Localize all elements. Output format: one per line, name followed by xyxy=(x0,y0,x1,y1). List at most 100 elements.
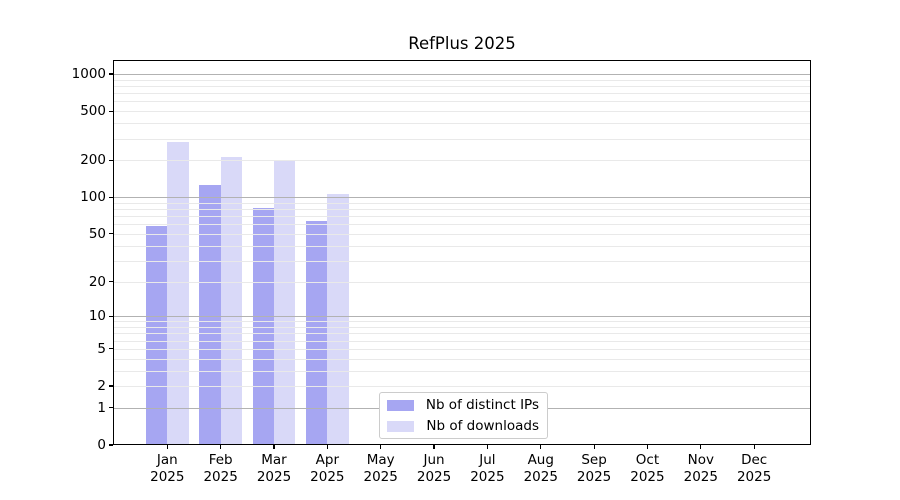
axes-spine xyxy=(113,60,811,445)
gridline-minor xyxy=(113,321,811,323)
x-tick-mark xyxy=(380,445,382,449)
legend-item-distinct-ips: Nb of distinct IPs xyxy=(387,396,539,414)
x-tick-label-year: 2025 xyxy=(523,469,558,485)
x-tick-label: May 2025 xyxy=(349,452,413,486)
x-tick-label-year: 2025 xyxy=(576,469,612,485)
gridline-minor xyxy=(113,370,811,372)
gridline-minor xyxy=(113,281,811,283)
x-tick-label: Sep 2025 xyxy=(562,452,626,486)
bar-nb-of-distinct-ips-jan xyxy=(146,226,168,445)
x-tick-mark xyxy=(753,445,755,449)
y-tick-mark xyxy=(109,280,113,283)
y-tick-mark xyxy=(109,315,113,317)
gridline-minor xyxy=(113,245,811,247)
y-tick-label: 100 xyxy=(80,189,106,206)
gridline-minor xyxy=(113,160,811,162)
gridline-minor xyxy=(113,348,811,350)
bar-nb-of-distinct-ips-apr xyxy=(306,220,328,445)
y-tick-label: 2 xyxy=(97,378,106,395)
legend-swatch-distinct-ips xyxy=(387,399,414,411)
x-tick-label: Nov 2025 xyxy=(669,452,733,486)
gridline-minor xyxy=(113,101,811,103)
bar-nb-of-distinct-ips-mar xyxy=(252,207,274,445)
legend-label-downloads: Nb of downloads xyxy=(426,418,539,434)
gridline-minor xyxy=(113,233,811,235)
gridline-minor xyxy=(113,224,811,226)
gridline-minor xyxy=(113,79,811,81)
x-tick-label-year: 2025 xyxy=(363,469,398,485)
y-tick-mark xyxy=(109,159,113,161)
x-tick-mark xyxy=(646,445,649,449)
gridline-minor xyxy=(113,260,811,262)
bar-nb-of-distinct-ips-feb xyxy=(199,185,221,445)
y-tick-label: 0 xyxy=(97,437,106,453)
x-tick-label: Jan 2025 xyxy=(135,452,199,486)
x-tick-label-year: 2025 xyxy=(630,469,665,485)
gridline-minor xyxy=(113,86,811,88)
legend-label-distinct-ips: Nb of distinct IPs xyxy=(425,397,539,413)
y-tick-label: 1000 xyxy=(71,66,106,83)
x-tick-label-year: 2025 xyxy=(416,469,452,485)
x-tick-label-year: 2025 xyxy=(203,469,238,485)
x-tick-label: Mar 2025 xyxy=(242,452,306,486)
x-tick-label-year: 2025 xyxy=(150,469,185,485)
chart-title: RefPlus 2025 xyxy=(408,34,516,53)
gridline-minor xyxy=(113,327,811,329)
gridline-minor xyxy=(113,386,811,388)
legend-item-downloads: Nb of downloads xyxy=(387,417,539,435)
y-tick-label: 500 xyxy=(80,103,106,120)
x-tick-mark xyxy=(273,445,275,449)
x-tick-label-year: 2025 xyxy=(470,469,505,485)
x-tick-label: Jul 2025 xyxy=(455,452,519,486)
gridline-major xyxy=(113,316,811,318)
x-tick-mark xyxy=(540,445,542,449)
gridline-minor xyxy=(113,340,811,342)
gridline-minor xyxy=(113,138,811,140)
y-tick-mark xyxy=(109,233,113,235)
legend-swatch-downloads xyxy=(387,420,414,432)
gridline-minor xyxy=(113,111,811,113)
gridline-minor xyxy=(113,202,811,204)
gridline-minor xyxy=(113,358,811,360)
bar-nb-of-downloads-mar xyxy=(274,160,296,445)
legend: Nb of distinct IPs Nb of downloads xyxy=(379,392,548,439)
y-tick-label: 10 xyxy=(88,308,106,325)
gridline-minor xyxy=(113,333,811,335)
y-tick-mark xyxy=(109,348,113,350)
y-tick-mark xyxy=(109,110,113,112)
x-tick-label: Jun 2025 xyxy=(402,452,466,486)
x-tick-mark xyxy=(593,445,595,449)
x-tick-label: Apr 2025 xyxy=(295,452,359,486)
x-tick-label-year: 2025 xyxy=(736,469,772,485)
x-tick-label: Aug 2025 xyxy=(509,452,573,486)
x-tick-label-year: 2025 xyxy=(683,469,718,485)
gridline-major xyxy=(113,74,811,76)
x-tick-mark xyxy=(433,445,435,449)
x-tick-mark xyxy=(166,445,168,449)
y-tick-mark xyxy=(109,196,113,198)
gridline-major xyxy=(113,197,811,199)
y-tick-label: 200 xyxy=(80,152,106,169)
x-tick-label-year: 2025 xyxy=(310,469,345,485)
y-tick-label: 20 xyxy=(88,273,106,290)
x-tick-mark xyxy=(220,445,222,449)
y-tick-mark xyxy=(109,407,113,409)
gridline-minor xyxy=(113,209,811,211)
x-tick-mark xyxy=(486,445,488,449)
x-tick-label: Oct 2025 xyxy=(615,452,679,486)
x-tick-mark xyxy=(326,445,328,449)
x-tick-label: Feb 2025 xyxy=(189,452,253,486)
y-tick-label: 1 xyxy=(97,399,106,416)
x-tick-label-year: 2025 xyxy=(256,469,292,485)
y-tick-label: 50 xyxy=(88,225,106,242)
x-tick-label: Dec 2025 xyxy=(722,452,786,486)
bar-nb-of-downloads-feb xyxy=(220,157,242,445)
y-tick-label: 5 xyxy=(97,340,106,357)
x-tick-mark xyxy=(700,445,702,449)
gridline-minor xyxy=(113,123,811,125)
y-tick-mark xyxy=(109,73,113,75)
bar-nb-of-downloads-apr xyxy=(327,193,349,445)
bar-nb-of-downloads-jan xyxy=(167,142,189,445)
gridline-minor xyxy=(113,93,811,95)
